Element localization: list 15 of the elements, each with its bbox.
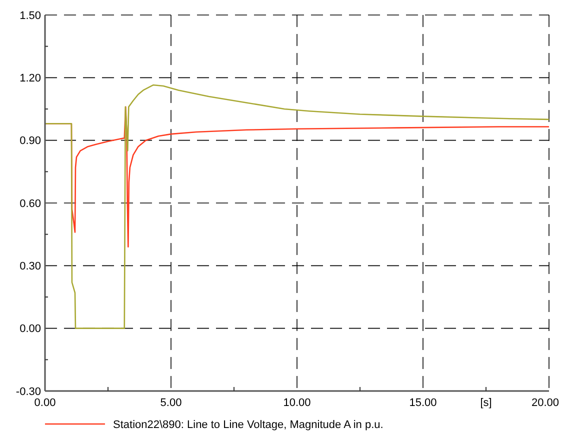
y-tick-label: 0.30: [20, 260, 41, 273]
y-tick-label: 1.20: [20, 72, 41, 85]
x-tick-label: 10.00: [283, 397, 311, 409]
x-tick-label: 0.00: [34, 397, 56, 409]
x-tick-label: 20.00: [531, 397, 559, 409]
y-tick-label: -0.30: [16, 386, 41, 398]
x-tick-label: 5.00: [160, 397, 182, 409]
y-tick-label: 0.60: [20, 198, 41, 210]
text: Station22\890: Line to Line Voltage, Magnitude A in p.u.: [113, 418, 384, 431]
y-tick-label: 0.00: [20, 323, 41, 336]
y-tick-label: 1.50: [20, 10, 41, 22]
y-tick-label: 0.90: [20, 135, 41, 148]
line-series: [44, 84, 550, 329]
x-tick-label: 15.00: [409, 397, 437, 409]
x-axis-title: [s]: [480, 397, 492, 409]
